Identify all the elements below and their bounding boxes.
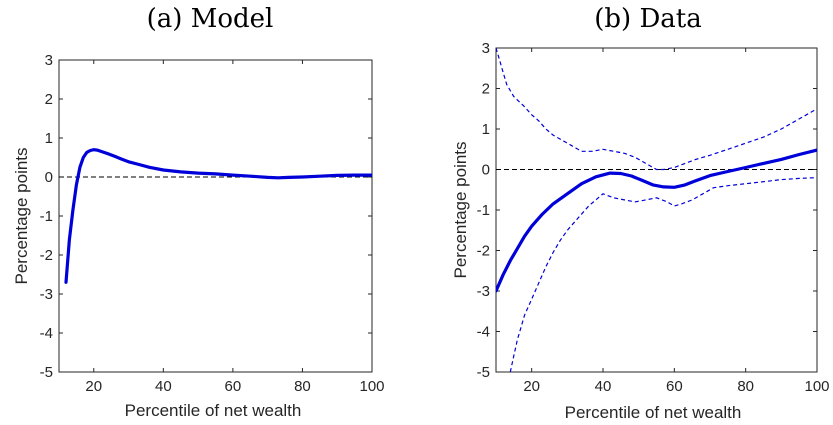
panel-a-xtick-label: 20 [85,378,102,395]
panel-b-ytick-label: -2 [477,243,490,260]
panel-b-series-ci-line [496,48,817,171]
panel-b-ytick-label: -4 [477,324,490,341]
panel-b-series-estimate-line [496,148,817,293]
panel-b-series-ci-line [509,177,817,372]
panel-a-xtick-label: 60 [225,378,242,395]
panel-a-ytick-label: 2 [45,91,53,108]
panel-b-frame [495,47,818,373]
panel-b-xlabel: Percentile of net wealth [565,403,742,422]
panel-a-ytick-label: 1 [45,130,53,147]
panel-data: (b) Data Percentile of net wealth Percen… [451,4,830,422]
panel-a-ytick-label: -2 [40,247,53,264]
panel-model: (a) Model Percentile of net wealth Perce… [12,4,385,420]
panel-a-ytick-label: -1 [40,208,53,225]
panel-a-ylabel: Percentage points [12,147,31,284]
panel-a-ytick-label: -3 [40,286,53,303]
panel-a-xlabel: Percentile of net wealth [125,401,302,420]
panel-b-ytick-label: 2 [482,81,490,98]
panel-a-xtick-label: 80 [294,378,311,395]
panel-a-title: (a) Model [147,4,274,34]
panel-b-ytick-label: 0 [482,162,490,179]
panel-a-xtick-label: 40 [155,378,172,395]
panel-b-ytick-label: -3 [477,283,490,300]
panel-b-ylabel: Percentage points [451,141,470,278]
panel-b-xtick-label: 100 [804,378,829,395]
panel-a-ytick-label: -5 [40,364,53,381]
panel-a-frame [58,59,373,373]
panel-b-xtick-label: 20 [523,378,540,395]
panel-b-ytick-label: -1 [477,202,490,219]
panel-b-xtick-label: 60 [666,378,683,395]
panel-a-series-estimate-line [64,148,372,284]
panel-b-xtick-label: 80 [737,378,754,395]
panel-b-ytick-label: -5 [477,364,490,381]
panel-a-ytick-label: -4 [40,325,53,342]
panel-b-ytick-label: 3 [482,40,490,57]
panel-b-ytick-label: 1 [482,121,490,138]
panel-b-xtick-label: 40 [595,378,612,395]
panel-a-ytick-label: 3 [45,52,53,69]
panel-a-ytick-label: 0 [45,169,53,186]
panel-b-title: (b) Data [594,4,702,34]
panel-a-xtick-label: 100 [359,378,384,395]
